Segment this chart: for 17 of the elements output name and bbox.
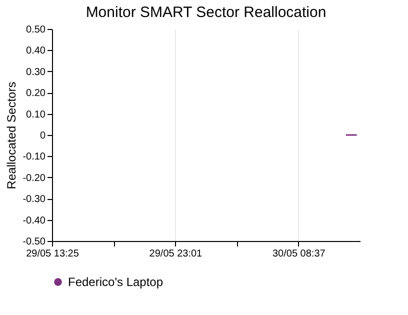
x-tick-label: 30/05 08:37 xyxy=(272,248,326,260)
x-tick-label: 29/05 23:01 xyxy=(149,248,203,260)
y-tick-label: 0.50 xyxy=(26,24,46,36)
chart-title: Monitor SMART Sector Reallocation xyxy=(86,4,326,21)
y-axis-title: Reallocated Sectors xyxy=(4,82,19,190)
y-tick-label: 0.10 xyxy=(26,109,46,120)
y-tick-label: -0.50 xyxy=(22,236,46,248)
y-tick-label: -0.30 xyxy=(22,194,46,206)
y-tick-label: 0.30 xyxy=(26,66,46,78)
y-tick-label: -0.40 xyxy=(22,215,46,226)
x-tick-label: 29/05 13:25 xyxy=(26,248,80,260)
y-tick-label: -0.20 xyxy=(22,172,46,184)
y-tick-label: -0.10 xyxy=(22,152,46,163)
y-tick-label: 0.40 xyxy=(26,46,46,57)
legend-label: Federico's Laptop xyxy=(68,275,164,289)
y-tick-label: 0.20 xyxy=(26,88,46,100)
y-tick-label: 0 xyxy=(40,130,46,142)
